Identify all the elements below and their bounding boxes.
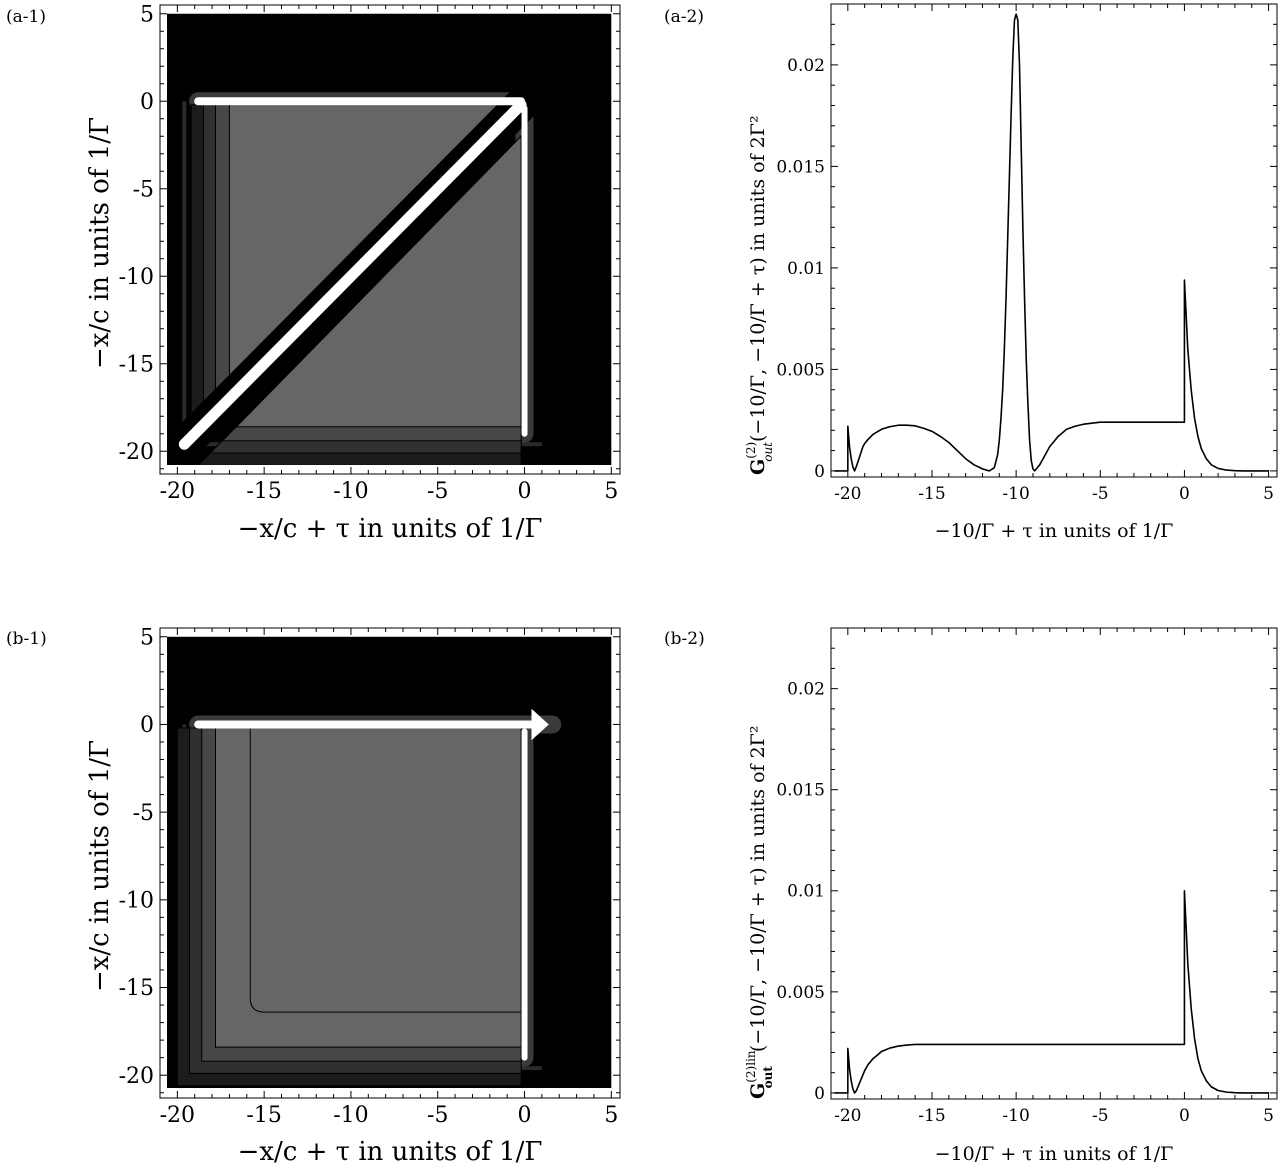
y-tick-label-a2: 0.015 xyxy=(776,157,825,177)
y-tick-label-b1: -5 xyxy=(133,801,154,826)
contour-line-inner-b1 xyxy=(249,727,522,1013)
x-tick-label-b2: -15 xyxy=(918,1106,945,1126)
x-tick-label-a2: -20 xyxy=(834,484,861,504)
y-tick-label-b1: 0 xyxy=(140,713,154,738)
y-axis-label-a2-symbol: G xyxy=(747,459,769,475)
series-line-b2 xyxy=(834,889,1269,1094)
y-axis-label-a2-text: (−10/Γ, −10/Γ + τ) in units of 2Γ² xyxy=(747,115,769,442)
contour-level-lower-a1 xyxy=(235,135,522,428)
axes-b2: -20 -15 -10 -5 0 5 0 0.005 0.01 0.015 0.02 xyxy=(776,627,1278,1126)
frame-a2 xyxy=(830,3,1278,478)
x-tick-label-a2: -10 xyxy=(1002,484,1029,504)
x-axis-label-b1: −x/c + τ in units of 1/Γ xyxy=(238,1137,543,1167)
frame-a1 xyxy=(159,4,621,475)
panel-b2: (b-2) -20 -15 -10 -5 0 5 0 0.005 0.01 0.015 0.02 −… xyxy=(664,627,1278,1165)
x-tick-label-b1: -20 xyxy=(160,1103,195,1128)
y-tick-label-a2: 0 xyxy=(814,462,825,482)
y-axis-label-a2: G(2) out(−10/Γ, −10/Γ + τ) in units of 2Γ… xyxy=(744,115,775,475)
y-tick-label-a1: -15 xyxy=(119,352,154,377)
x-tick-label-a2: -5 xyxy=(1092,484,1109,504)
y-tick-label-b2: 0.02 xyxy=(787,680,825,700)
y-axis-label-b2: G(2)lin out (−10/Γ, −10/Γ + τ) in units of… xyxy=(744,726,775,1099)
x-tick-label-a2: -15 xyxy=(918,484,945,504)
y-tick-label-b1: 5 xyxy=(140,625,154,650)
x-tick-label-b2: -10 xyxy=(1002,1106,1029,1126)
x-tick-label-a1: 0 xyxy=(518,479,532,504)
y-tick-label-a1: 0 xyxy=(140,90,154,115)
axes-b1: -20 -15 -10 -5 0 5 -20 -15 -10 -5 0 5 xyxy=(119,625,621,1128)
y-tick-label-b1: -20 xyxy=(119,1064,154,1089)
y-tick-label-b1: -15 xyxy=(119,976,154,1001)
x-tick-label-b2: 0 xyxy=(1179,1106,1190,1126)
axes-a2: -20 -15 -10 -5 0 5 0 0.005 0.01 0.015 0.02 xyxy=(776,3,1278,504)
y-axis-label-b2-symbol: G xyxy=(747,1083,769,1099)
arrow-tip-b1 xyxy=(531,708,549,741)
y-tick-label-a2: 0.02 xyxy=(787,56,825,76)
y-tick-label-a2: 0.005 xyxy=(776,360,825,380)
panel-a2: (a-2) -20 -15 -10 -5 0 5 0 0.005 0.01 0.015 0.02 −… xyxy=(664,3,1278,542)
y-axis-label-a2-subscript: out xyxy=(761,442,775,462)
y-tick-label-a2: 0.01 xyxy=(787,259,825,279)
y-tick-label-a1: 5 xyxy=(140,2,154,27)
svg-text:G(2)out(−10/Γ, −10/Γ + τ) in u: G(2) out(−10/Γ, −10/Γ + τ) in units of 2Γ… xyxy=(744,115,775,475)
y-tick-label-b1: -10 xyxy=(119,889,154,914)
y-tick-label-a1: -10 xyxy=(119,265,154,290)
y-axis-label-b2-superscript: (2)lin xyxy=(744,1050,758,1083)
x-tick-label-b1: -5 xyxy=(427,1103,448,1128)
x-tick-label-a2: 5 xyxy=(1263,484,1274,504)
contour-level-square-b1 xyxy=(215,727,522,1048)
x-axis-label-b2: −10/Γ + τ in units of 1/Γ xyxy=(935,1143,1174,1165)
heatmap-a1 xyxy=(167,13,612,465)
x-tick-label-b2: -20 xyxy=(834,1106,861,1126)
y-axis-label-a2-superscript: (2) xyxy=(744,442,758,459)
y-tick-label-b2: 0 xyxy=(814,1084,825,1104)
y-axis-label-b2-subscript: out xyxy=(761,1066,775,1089)
x-tick-label-b2: -5 xyxy=(1092,1106,1109,1126)
y-axis-label-b2-text: (−10/Γ, −10/Γ + τ) in units of 2Γ² xyxy=(747,726,769,1053)
frame-b2 xyxy=(830,627,1278,1100)
y-tick-label-b2: 0.005 xyxy=(776,983,825,1003)
x-tick-label-a1: -20 xyxy=(160,479,195,504)
plot-area-b2 xyxy=(834,889,1269,1094)
x-tick-label-b1: -10 xyxy=(333,1103,368,1128)
x-tick-label-a1: -15 xyxy=(246,479,281,504)
y-tick-label-a1: -20 xyxy=(119,440,154,465)
y-tick-label-a1: -5 xyxy=(133,177,154,202)
y-axis-label-b1: −x/c in units of 1/Γ xyxy=(85,740,115,992)
series-line-a2 xyxy=(834,13,1269,472)
plot-area-a2 xyxy=(834,13,1269,472)
frame-b1 xyxy=(159,627,621,1099)
x-tick-label-b1: 0 xyxy=(518,1103,532,1128)
x-tick-label-a1: 5 xyxy=(604,479,618,504)
x-tick-label-b1: -15 xyxy=(246,1103,281,1128)
x-tick-label-b1: 5 xyxy=(604,1103,618,1128)
panel-a1: (a-1) -20 -15 -10 -5 0 5 -20 -15 -10 -5 0 5 −x/c + … xyxy=(6,2,621,544)
y-axis-label-a1: −x/c in units of 1/Γ xyxy=(85,117,115,369)
panel-label-b2: (b-2) xyxy=(664,629,705,649)
x-tick-label-a1: -5 xyxy=(427,479,448,504)
x-tick-label-a2: 0 xyxy=(1179,484,1190,504)
x-axis-label-a2: −10/Γ + τ in units of 1/Γ xyxy=(935,520,1174,542)
panel-label-a2: (a-2) xyxy=(664,7,704,27)
diagonal-ridge-a1 xyxy=(178,99,527,450)
y-tick-label-b2: 0.015 xyxy=(776,781,825,801)
panel-label-b1: (b-1) xyxy=(6,629,47,649)
panel-label-a1: (a-1) xyxy=(6,7,46,27)
x-tick-label-a1: -10 xyxy=(333,479,368,504)
axes-a1: -20 -15 -10 -5 0 5 -20 -15 -10 -5 0 5 xyxy=(119,2,621,504)
x-tick-label-b2: 5 xyxy=(1263,1106,1274,1126)
y-tick-label-b2: 0.01 xyxy=(787,882,825,902)
heatmap-b1 xyxy=(167,636,612,1088)
x-axis-label-a1: −x/c + τ in units of 1/Γ xyxy=(238,514,543,544)
panel-b1: (b-1) -20 -15 -10 -5 0 5 -20 -15 -10 -5 0 5 −x/c + … xyxy=(6,625,621,1167)
